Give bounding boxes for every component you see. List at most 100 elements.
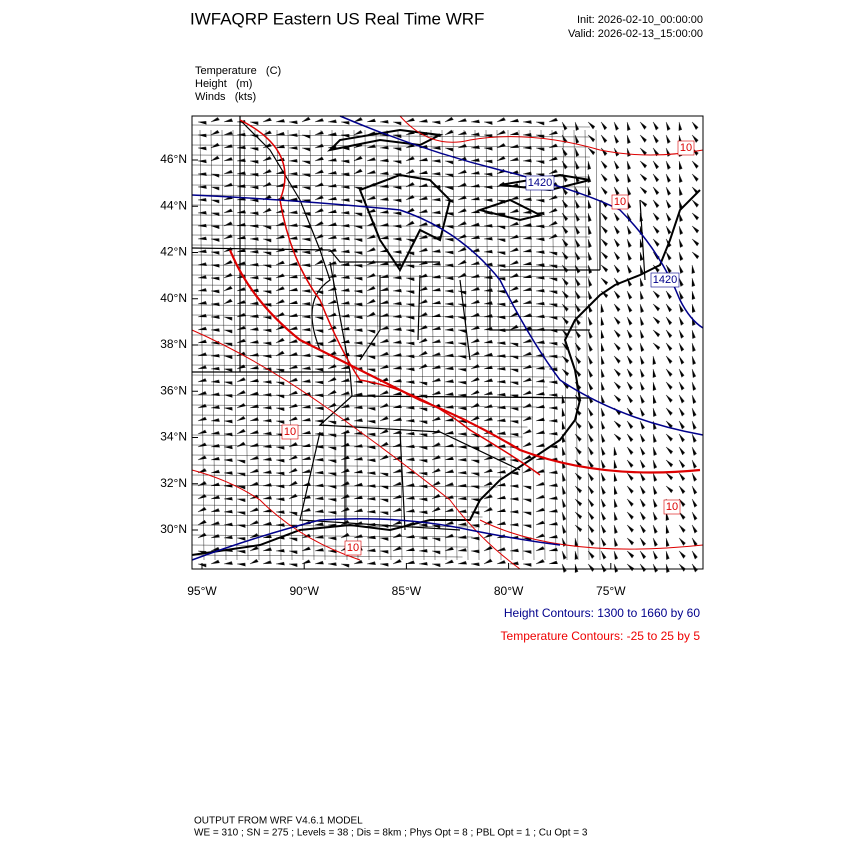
wind-barb [496, 238, 506, 243]
wind-barb [379, 158, 389, 163]
wind-barb [509, 548, 519, 553]
wind-barb [626, 433, 634, 443]
wind-barb [678, 251, 684, 261]
wind-barb [210, 186, 220, 191]
wind-barb [288, 210, 298, 215]
wind-barb [405, 182, 415, 188]
wind-barb [665, 485, 674, 494]
wind-barb [275, 548, 285, 553]
wind-barb [392, 353, 402, 357]
wind-barb [275, 299, 285, 305]
lon-label: 75°W [596, 584, 626, 598]
wind-barb [210, 117, 220, 123]
wind-barb [587, 407, 594, 417]
wind-barb [379, 120, 389, 124]
wind-barb [197, 301, 207, 305]
wind-barb [561, 407, 566, 417]
wind-barb [665, 342, 673, 352]
wind-barb [678, 368, 685, 378]
wind-barb [678, 407, 685, 417]
wind-barb [262, 380, 272, 384]
wind-barb [262, 264, 272, 269]
wind-barb [522, 429, 532, 435]
wind-barb [561, 472, 566, 482]
wind-barb [535, 301, 545, 306]
wind-barb [210, 508, 220, 513]
wind-barb [301, 250, 311, 255]
wind-barb [522, 550, 532, 554]
wind-barb [535, 520, 545, 526]
wind-barb [587, 420, 594, 430]
wind-barb [262, 130, 272, 136]
wind-barb [340, 404, 350, 409]
wind-barb [353, 289, 363, 294]
wind-barb [444, 289, 454, 293]
wind-barb [613, 329, 621, 338]
wind-barb [587, 290, 593, 300]
wind-barb [405, 290, 415, 294]
wind-barb [613, 303, 621, 312]
wind-barb [223, 131, 233, 136]
wind-barb [587, 134, 596, 143]
wind-barb [691, 420, 697, 430]
wind-barb [678, 186, 683, 196]
wind-barb [600, 342, 605, 352]
wind-barb [405, 194, 415, 201]
wind-barb [249, 507, 259, 513]
wind-barb [392, 147, 402, 151]
wind-barb [561, 303, 569, 312]
wind-barb [262, 290, 272, 294]
wind-barb [210, 129, 220, 136]
wind-barb [509, 234, 519, 240]
wind-barb [288, 326, 298, 331]
wind-barb [613, 316, 621, 325]
wind-barb [211, 199, 220, 204]
wind-barb [314, 143, 324, 149]
wind-barb [639, 420, 646, 430]
wind-barb [379, 403, 389, 409]
legend-height: Height Contours: 1300 to 1660 by 60 [504, 606, 700, 620]
wind-barb [366, 407, 376, 411]
wind-barb [366, 471, 376, 475]
wind-barb [288, 364, 298, 370]
wind-barb [574, 342, 582, 352]
wind-barb [223, 381, 233, 385]
wind-barb [613, 173, 620, 183]
wind-barb [392, 185, 402, 190]
wind-barb [652, 303, 661, 312]
wind-barb [535, 160, 545, 164]
footer-line: WE = 310 ; SN = 275 ; Levels = 38 ; Dis … [194, 828, 588, 839]
wind-barb [652, 485, 658, 495]
wind-barb [392, 430, 402, 435]
temperature-contour [191, 329, 521, 570]
wind-barb [574, 524, 583, 533]
wind-barb [548, 547, 558, 552]
wind-barb [652, 407, 657, 417]
wind-barb [587, 147, 596, 156]
wind-barb [548, 303, 558, 307]
wind-barb [288, 133, 298, 137]
wind-barb [561, 316, 569, 325]
wind-barb [276, 394, 285, 399]
wind-barb [535, 340, 545, 344]
wind-barb [652, 186, 660, 196]
wind-barb [509, 484, 519, 488]
wind-barb [600, 251, 609, 260]
wind-barb [236, 325, 246, 331]
wind-barb [652, 524, 658, 534]
wind-barb [405, 117, 415, 123]
wind-barb [613, 446, 618, 456]
wind-barb [510, 368, 519, 373]
wind-barb [652, 160, 660, 170]
wind-barb [639, 524, 646, 534]
wind-barb [535, 121, 545, 126]
wind-barb [392, 134, 402, 139]
wind-barb [431, 197, 441, 202]
wind-barb [548, 169, 558, 175]
wind-barb [470, 132, 480, 137]
wind-barb [457, 522, 467, 526]
wind-barb [405, 207, 415, 214]
wind-barb [691, 498, 698, 508]
wind-barb [431, 300, 441, 305]
wind-barb [197, 494, 207, 500]
